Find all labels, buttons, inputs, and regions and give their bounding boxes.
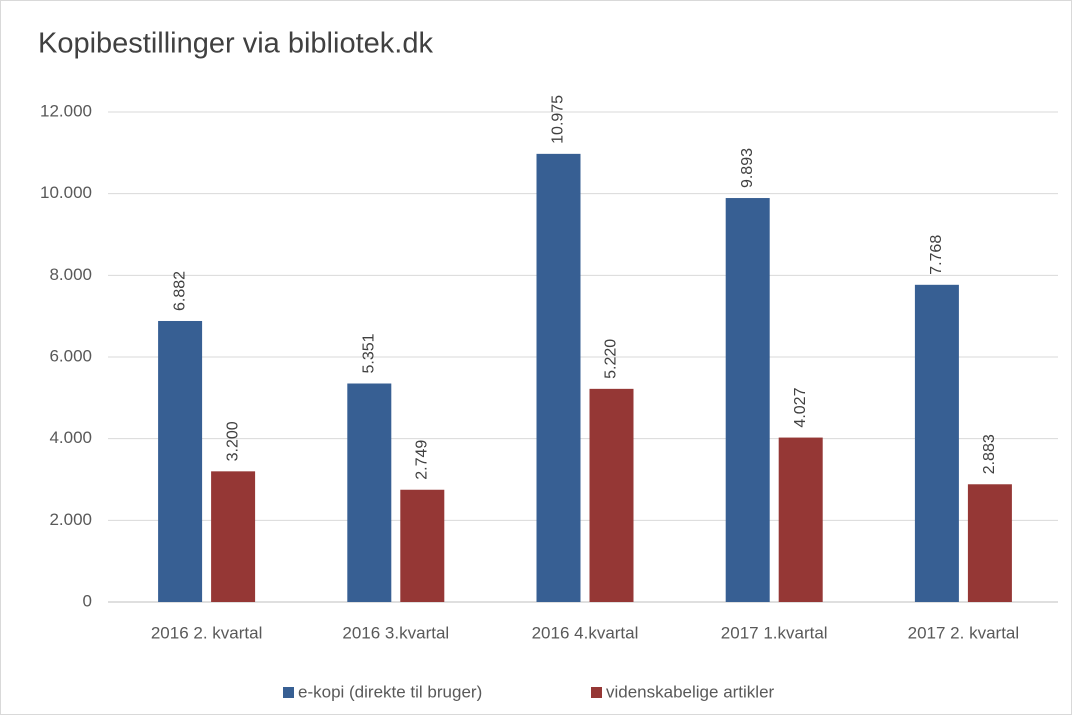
bar: [400, 489, 445, 602]
bar: [778, 437, 823, 602]
x-tick-label: 2016 2. kvartal: [151, 623, 263, 642]
data-label: 7.768: [928, 235, 945, 275]
legend-swatch: [283, 687, 294, 698]
bar: [967, 484, 1012, 602]
data-label: 3.200: [224, 421, 241, 461]
data-label: 6.882: [171, 271, 188, 311]
bar: [725, 198, 770, 602]
y-tick-label: 4.000: [49, 428, 92, 447]
bar: [158, 320, 203, 602]
data-label: 4.027: [792, 387, 809, 427]
data-label: 5.220: [603, 339, 620, 379]
legend-swatch: [591, 687, 602, 698]
bar: [914, 284, 959, 602]
x-tick-label: 2017 2. kvartal: [908, 623, 1020, 642]
data-label: 10.975: [550, 95, 567, 144]
data-label: 5.351: [361, 333, 378, 373]
data-label: 9.893: [739, 148, 756, 188]
chart-title: Kopibestillinger via bibliotek.dk: [38, 28, 433, 60]
legend-label: videnskabelige artikler: [606, 682, 775, 701]
y-tick-label: 2.000: [49, 510, 92, 529]
y-tick-label: 10.000: [40, 183, 92, 202]
x-tick-label: 2017 1.kvartal: [721, 623, 828, 642]
data-label: 2.883: [981, 434, 998, 474]
bar: [589, 388, 634, 602]
y-tick-label: 8.000: [49, 265, 92, 284]
x-tick-label: 2016 4.kvartal: [532, 623, 639, 642]
y-tick-label: 6.000: [49, 346, 92, 365]
x-tick-label: 2016 3.kvartal: [342, 623, 449, 642]
bar: [536, 153, 581, 602]
legend-label: e-kopi (direkte til bruger): [298, 682, 482, 701]
y-tick-label: 12.000: [40, 101, 92, 120]
bar: [347, 383, 392, 602]
data-label: 2.749: [414, 440, 431, 480]
bar: [211, 471, 256, 602]
y-tick-label: 0: [83, 591, 92, 610]
